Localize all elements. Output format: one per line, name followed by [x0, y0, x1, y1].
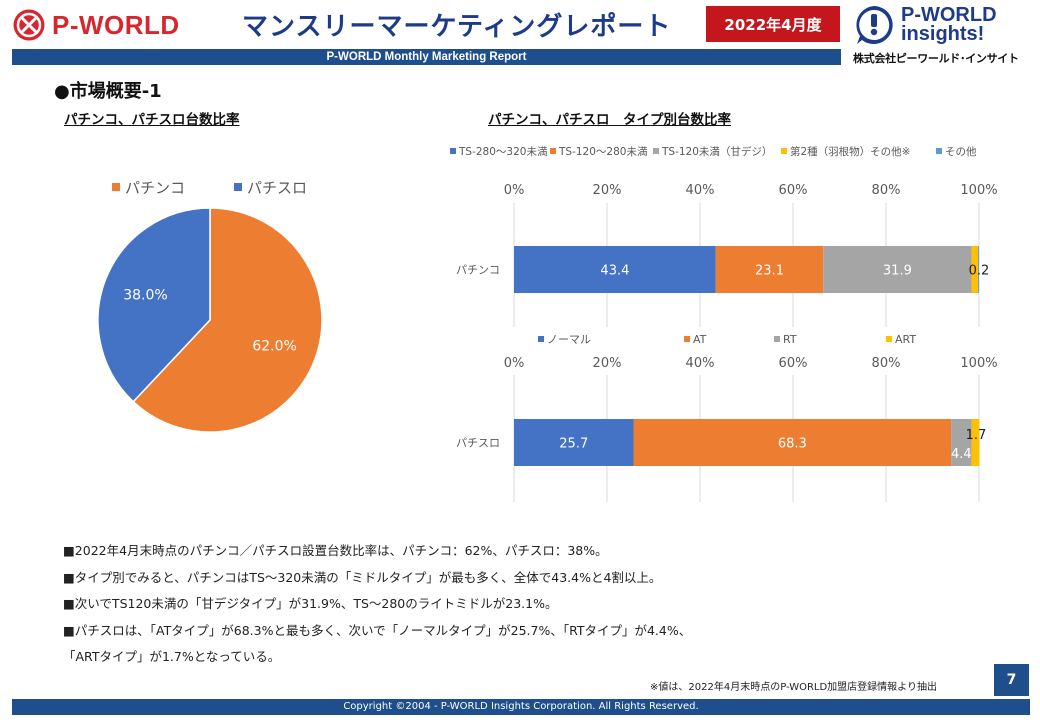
x-tick-label: 60% [779, 356, 808, 371]
bar-data-label: 68.3 [778, 437, 807, 452]
bar-segment [514, 419, 634, 466]
note-line: ■次いでTS120未満の「甘デジタイプ」が31.9%、TS～280のライトミドル… [63, 596, 558, 611]
note-line: ■パチスロは、「ATタイプ」が68.3%と最も多く、次いで「ノーマルタイプ」が2… [63, 622, 692, 638]
bar-legend-swatch [450, 148, 456, 154]
bar-legend-label: ノーマル [547, 333, 591, 346]
bar-legend-swatch [550, 148, 556, 154]
bar-chart-title: パチンコ、パチスロ タイプ別台数比率 [488, 112, 731, 128]
x-tick-label: 20% [593, 183, 622, 198]
pie-data-label: 38.0% [123, 287, 167, 303]
notes: ■2022年4月末時点のパチンコ／パチスロ設置台数比率は、パチンコ：62%、パチ… [63, 538, 963, 671]
x-tick-label: 80% [872, 183, 901, 198]
bar-legend-label: AT [693, 333, 707, 346]
pie-legend-label: パチスロ [247, 179, 307, 197]
bar-legend-swatch [538, 336, 544, 342]
copyright-bar: Copyright ©2004 - P-WORLD Insights Corpo… [12, 699, 1030, 715]
bar-segment [823, 246, 972, 293]
date-badge: 2022年4月度 [706, 6, 840, 42]
bar-legend-label: TS-120～280未満 [558, 146, 648, 158]
bar-data-label: 23.1 [755, 264, 784, 279]
pie-legend-swatch [234, 183, 242, 191]
bar-legend-label: ART [895, 333, 916, 346]
insights-brand-line1: P-WORLD [901, 4, 997, 26]
bar-data-label: 43.4 [600, 264, 629, 279]
bar-segment [978, 246, 979, 293]
x-tick-label: 0% [504, 356, 525, 371]
pie-slice [97, 207, 211, 403]
bar-legend-label: TS-120未満（甘デジ） [661, 145, 772, 158]
company-name: 株式会社ピーワールド･インサイト [853, 52, 1019, 65]
bar-segment [514, 246, 716, 293]
bar-data-label: 1.7 [966, 428, 987, 443]
x-tick-label: 100% [960, 356, 997, 371]
bar-legend-label: 第2種（羽根物）その他※ [790, 145, 910, 158]
bar-segment [715, 246, 824, 293]
x-tick-label: 80% [872, 356, 901, 371]
bar-segment [951, 419, 972, 466]
pworld-logo: P-WORLD [12, 8, 180, 42]
x-tick-label: 0% [504, 183, 525, 198]
bar-legend-swatch [936, 148, 942, 154]
bar-legend-label: TS-280～320未満 [458, 146, 548, 158]
footnote: ※値は、2022年4月末時点のP-WORLD加盟店登録情報より抽出 [650, 682, 937, 693]
bar-legend-label: RT [783, 333, 797, 346]
pie-legend: パチンコ パチスロ [112, 179, 307, 197]
bar-segment [971, 419, 980, 466]
bar-data-label: 0.2 [969, 264, 990, 279]
x-tick-label: 100% [960, 183, 997, 198]
bar-segment [633, 419, 952, 466]
bar-legend-label: その他 [945, 145, 977, 158]
bar-data-label: 31.9 [883, 264, 912, 279]
category-label: パチンコ [456, 264, 500, 277]
bar-data-label: 25.7 [559, 437, 588, 452]
brand-name: P-WORLD [52, 9, 180, 40]
note-line: 「ARTタイプ」が1.7%となっている。 [63, 649, 281, 664]
x-tick-label: 60% [779, 183, 808, 198]
note-line: ■2022年4月末時点のパチンコ／パチスロ設置台数比率は、パチンコ：62%、パチ… [63, 543, 608, 558]
page-number: 7 [994, 664, 1029, 696]
info-bubble-icon [856, 6, 893, 44]
pachislot-type-chart: ノーマル AT RT ART 0% 20% 40% 60% 80% 100% パチスロ 25.7 68.… [456, 333, 998, 502]
note-line: ■タイプ別でみると、パチンコはTS～320未満の「ミドルタイプ」が最も多く、全体… [63, 569, 662, 585]
pie-legend-label: パチンコ [125, 179, 185, 197]
pachinko-type-chart: TS-280～320未満 TS-120～280未満 TS-120未満（甘デジ） 第2種… [450, 145, 998, 327]
bar-legend-swatch [774, 336, 780, 342]
x-tick-label: 40% [686, 183, 715, 198]
pie-chart: パチンコ パチスロ 62.0% 38.0% [97, 179, 323, 433]
bar-legend-swatch [886, 336, 892, 342]
pie-labels: 62.0% 38.0% [123, 287, 297, 354]
insights-logo: P-WORLD insights! 株式会社ピーワールド･インサイト [853, 4, 1035, 66]
pworld-logo-icon [13, 9, 45, 41]
insights-brand-line2: insights! [901, 23, 985, 45]
stacked-bar-charts: TS-280～320未満 TS-120～280未満 TS-120未満（甘デジ） 第2種… [450, 145, 998, 502]
bar-data-label: 4.4 [951, 447, 972, 462]
pie-slice [132, 207, 323, 433]
report-title: マンスリーマーケティングレポート [242, 12, 672, 42]
bar-legend-swatch [781, 148, 787, 154]
x-tick-label: 40% [686, 356, 715, 371]
pie-data-label: 62.0% [252, 339, 296, 355]
x-tick-label: 20% [593, 356, 622, 371]
bar-legend-swatch [653, 148, 659, 154]
pie-legend-swatch [112, 183, 120, 191]
bar-segment [971, 246, 979, 293]
section-title: ●市場概要-1 [54, 81, 162, 102]
category-label: パチスロ [456, 437, 500, 450]
pie-slices [97, 207, 323, 433]
subtitle-bar: P-WORLD Monthly Marketing Report [12, 49, 841, 65]
pie-chart-title: パチンコ、パチスロ台数比率 [64, 112, 240, 128]
bar-legend-swatch [684, 336, 690, 342]
